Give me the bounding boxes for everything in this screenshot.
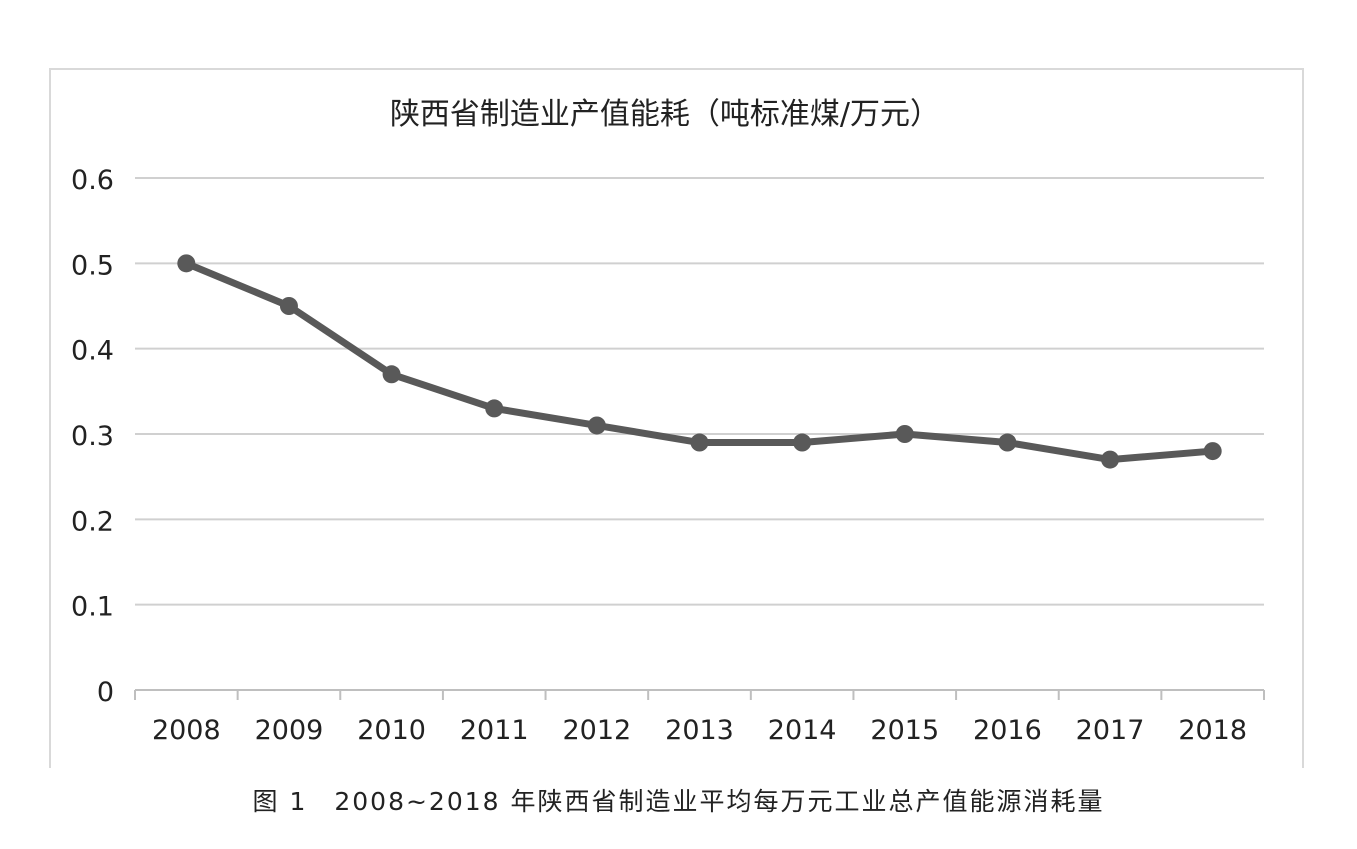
x-tick-label: 2014 (768, 715, 837, 746)
x-tick-label: 2013 (665, 715, 734, 746)
y-tick-label: 0.4 (71, 336, 114, 367)
data-point-2015 (895, 425, 914, 443)
y-axis: 0 0.1 0.2 0.3 0.4 0.5 0.6 (71, 165, 114, 708)
series-layer (177, 254, 1222, 469)
gridlines (135, 177, 1264, 606)
data-point-2010 (382, 365, 401, 384)
series-line (182, 259, 1217, 464)
x-tick-label: 2016 (973, 715, 1042, 746)
y-tick-label: 0.1 (71, 592, 114, 623)
y-tick-label: 0.2 (71, 506, 114, 537)
y-tick-label: 0.6 (71, 165, 114, 196)
data-point-2017 (1101, 450, 1120, 469)
x-tick-label: 2017 (1076, 715, 1145, 746)
data-point-2018 (1203, 442, 1222, 461)
data-point-2011 (485, 399, 504, 418)
data-point-2014 (793, 433, 812, 452)
y-tick-label: 0.3 (71, 421, 114, 452)
line-chart: 陕西省制造业产值能耗（吨标准煤/万元） 00.10.20.30.40.50.6 … (71, 97, 1265, 746)
chart-title: 陕西省制造业产值能耗（吨标准煤/万元） (390, 97, 940, 132)
data-point-2013 (690, 433, 709, 452)
data-point-2008 (177, 254, 196, 273)
data-point-2009 (279, 297, 298, 315)
data-point-2016 (998, 433, 1017, 452)
x-tick-label: 2015 (870, 715, 939, 746)
y-tick-label: 0.5 (71, 250, 114, 281)
x-tick-label: 2012 (563, 715, 632, 746)
x-tick-label: 2011 (460, 715, 529, 746)
x-axis (134, 689, 1265, 700)
x-axis-labels: 2008 2009 2010 2011 2012 2013 2014 2015 2016 2017… (152, 715, 1247, 746)
x-tick-label: 2010 (357, 715, 426, 746)
x-tick-label: 2008 (152, 715, 221, 746)
chart-frame (49, 68, 1304, 768)
x-tick-label: 2009 (255, 715, 324, 746)
figure-caption: 图 1 2008~2018 年陕西省制造业平均每万元工业总产值能源消耗量 (252, 787, 1105, 816)
data-point-2012 (587, 416, 606, 435)
y-tick-label: 0 (97, 677, 114, 708)
x-tick-label: 2018 (1178, 715, 1247, 746)
